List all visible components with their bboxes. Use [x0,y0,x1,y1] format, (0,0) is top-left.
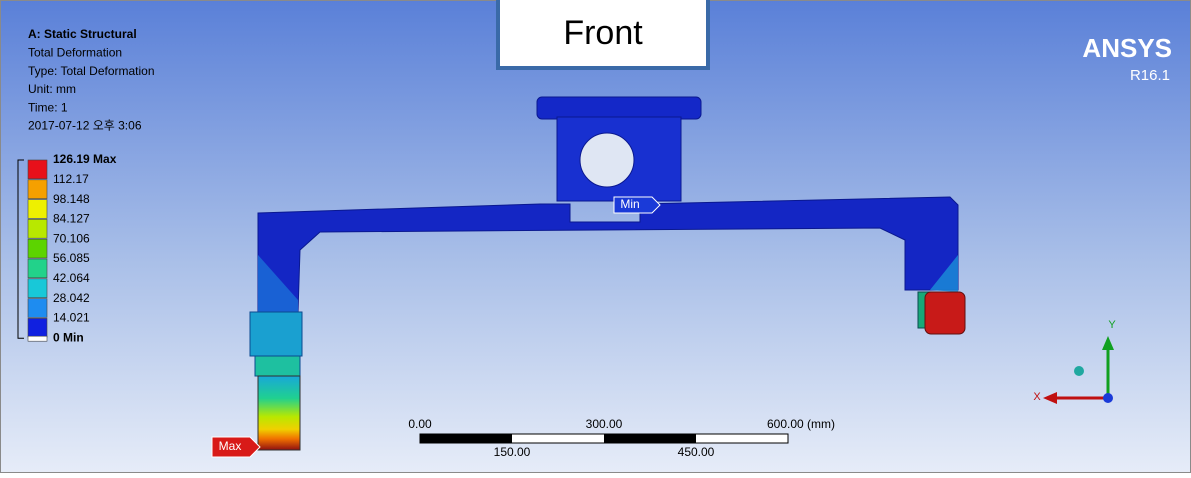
legend-swatch [28,259,47,278]
brand-name: ANSYS [1082,33,1172,63]
legend-swatch [28,279,47,298]
view-label: Front [563,14,643,52]
legend-label: 0 Min [53,330,84,344]
legend-swatch [28,160,47,179]
background [1,1,1191,473]
scale-label: 0.00 [408,417,432,431]
scale-label: 600.00 (mm) [767,417,835,431]
brand-version: R16.1 [1130,67,1170,84]
legend-label: 14.021 [53,311,90,325]
legend-swatch [28,318,47,337]
header-line: Type: Total Deformation [28,64,155,78]
min-probe-label: Min [620,197,639,211]
max-probe-label: Max [219,439,242,453]
axis-x-label: X [1033,391,1041,403]
header-line: Unit: mm [28,82,76,96]
scale-label: 450.00 [678,445,715,459]
legend-label: 126.19 Max [53,152,117,166]
header-line: A: Static Structural [28,27,137,41]
legend-swatch [28,200,47,219]
legend-swatch [28,299,47,318]
header-line: 2017-07-12 오후 3:06 [28,119,142,133]
scale-label: 150.00 [494,445,531,459]
header-line: Time: 1 [28,100,68,114]
scale-label: 300.00 [586,417,623,431]
scale-bar [420,434,788,443]
viewport: Front ANSYS R16.1 A: Static Structural To… [0,0,1191,473]
legend-swatch [28,180,47,199]
header-line: Total Deformation [28,45,122,59]
legend-label: 112.17 [53,172,89,186]
axis-y-label: Y [1108,319,1116,331]
legend-swatch [28,336,47,341]
legend-label: 70.106 [53,231,90,245]
legend-swatch [28,219,47,238]
legend-label: 56.085 [53,251,90,265]
legend-swatch [28,239,47,258]
legend-label: 84.127 [53,212,90,226]
legend-label: 42.064 [53,271,90,285]
legend-label: 98.148 [53,192,90,206]
legend-label: 28.042 [53,291,90,305]
